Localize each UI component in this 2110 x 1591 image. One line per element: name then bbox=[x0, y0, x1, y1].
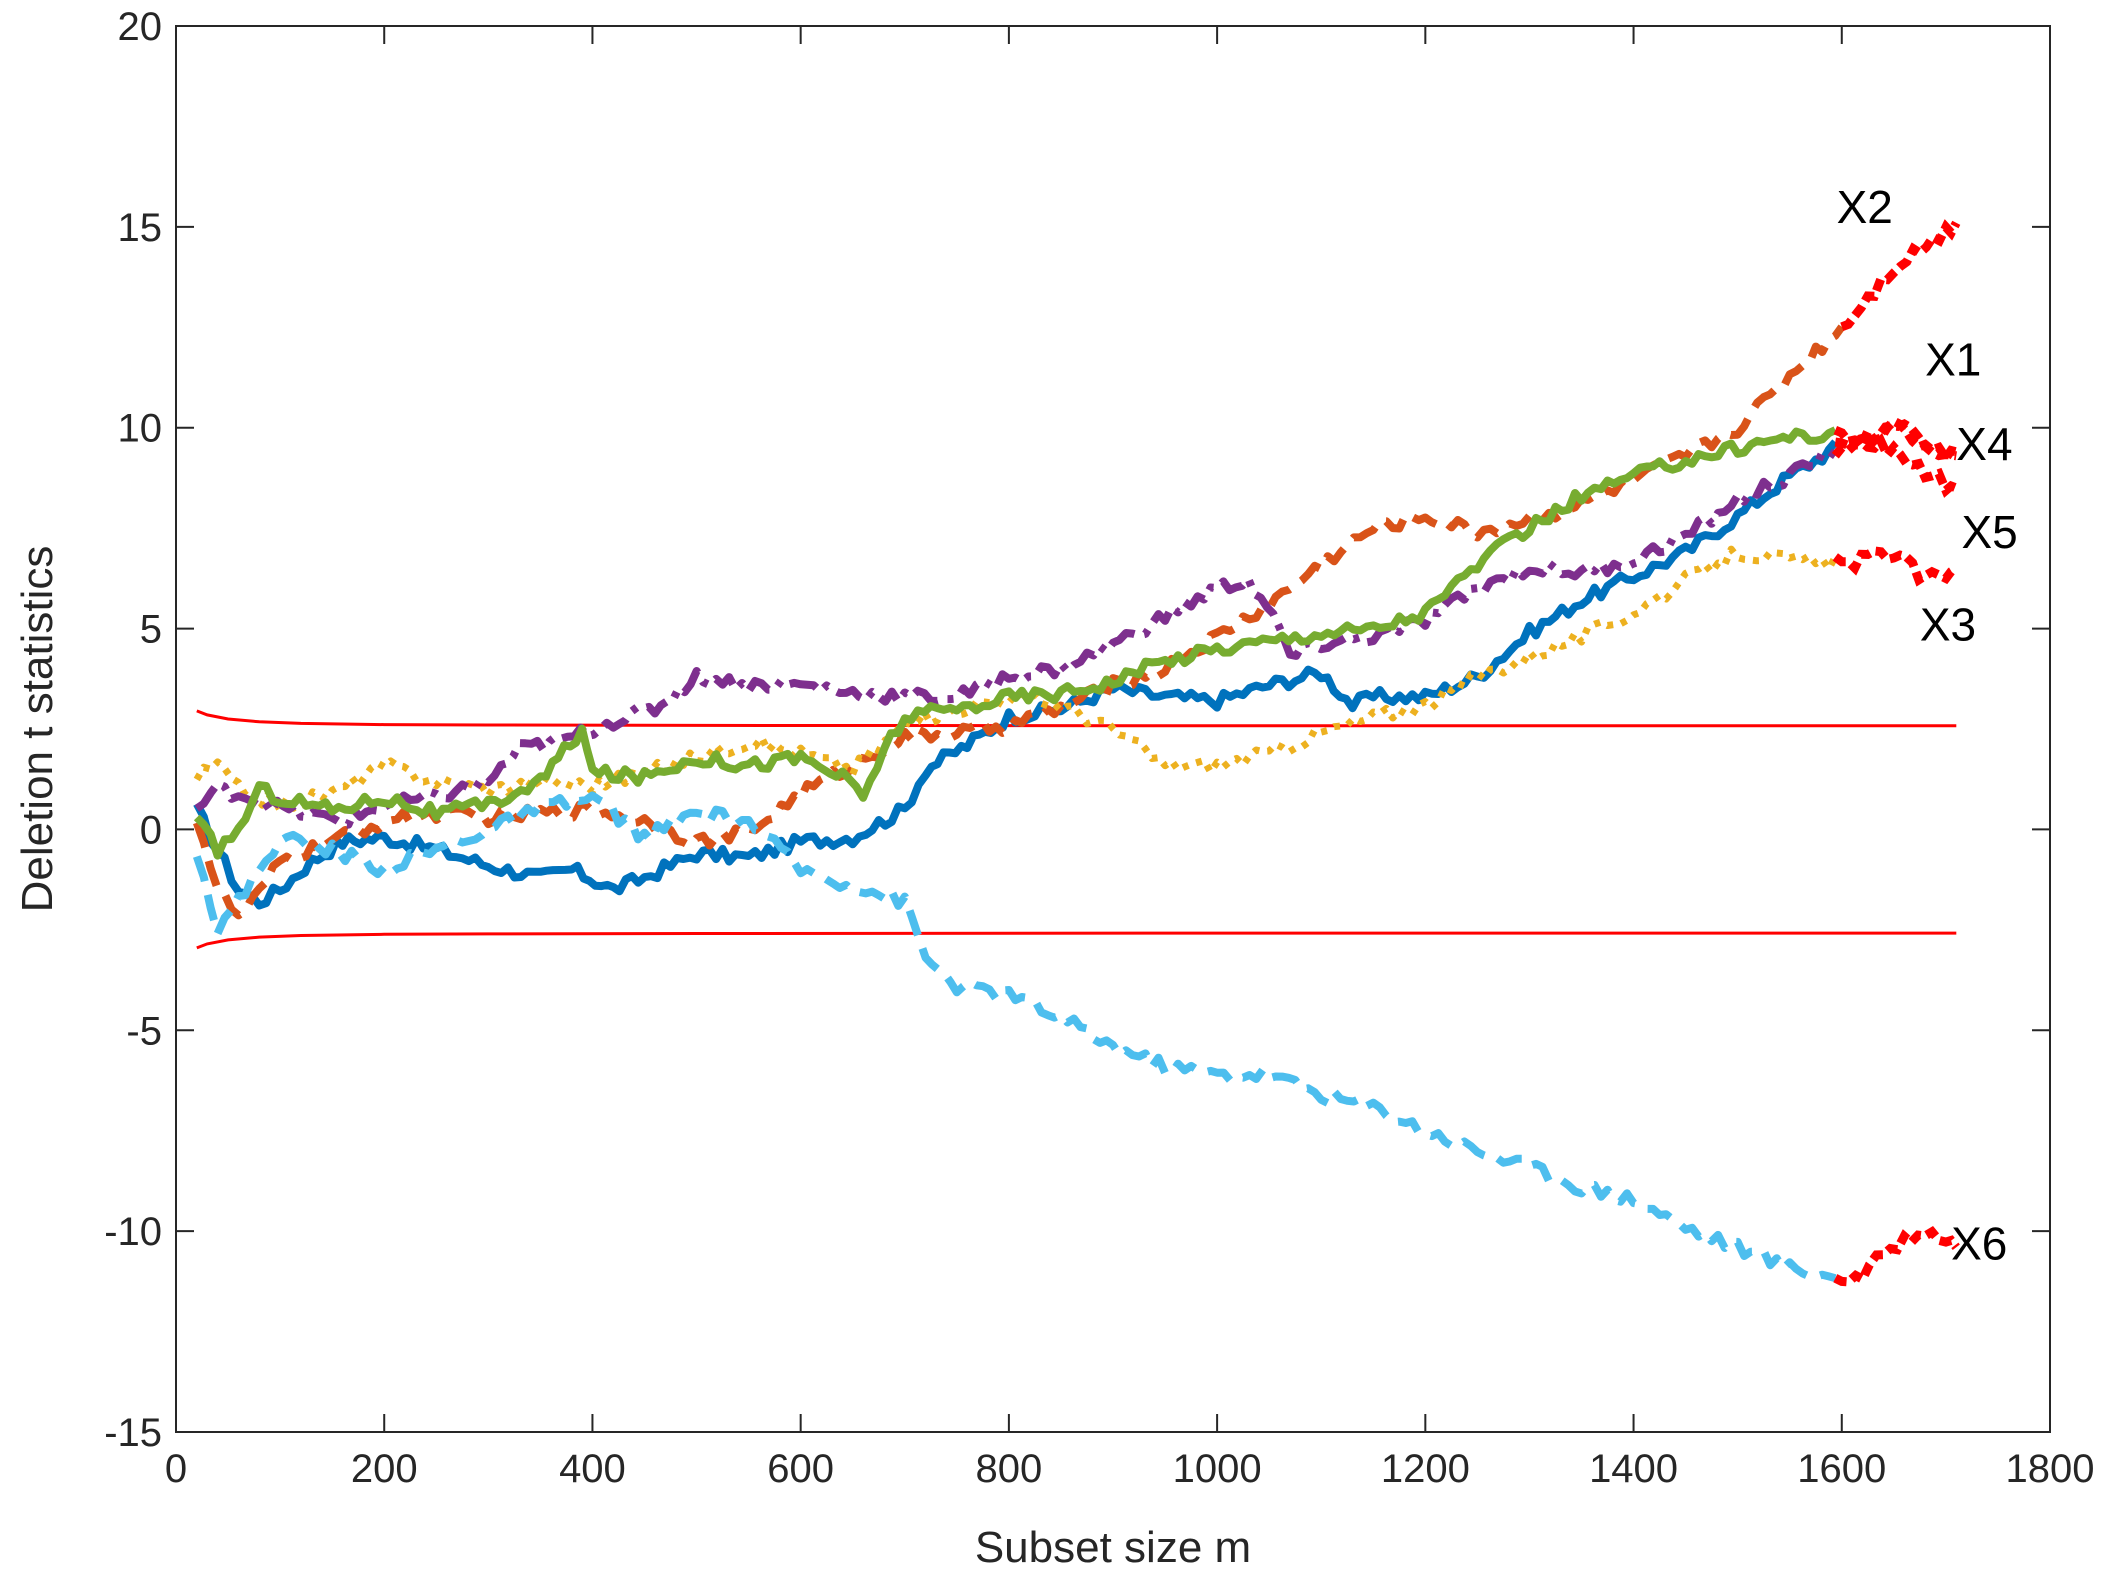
y-axis-label: Deletion t statistics bbox=[13, 546, 62, 913]
series-line-x4 bbox=[194, 447, 1838, 829]
plot-area: X2 X1 X4 X5 X3 X6 bbox=[193, 181, 2018, 1287]
series-line-x6 bbox=[193, 791, 1837, 1283]
y-tick-label: 20 bbox=[118, 5, 163, 49]
x-tick-label: 200 bbox=[351, 1447, 418, 1491]
series-label-x6: X6 bbox=[1951, 1217, 2007, 1269]
series-label-x5: X5 bbox=[1962, 506, 2018, 558]
series-highlight-x3 bbox=[1832, 546, 1959, 587]
x-tick-label: 1800 bbox=[2006, 1447, 2095, 1491]
series-label-x2: X2 bbox=[1837, 181, 1893, 233]
x-tick-label: 1600 bbox=[1797, 1447, 1886, 1491]
y-tick-label: 5 bbox=[140, 608, 162, 652]
series-label-x1: X1 bbox=[1925, 333, 1981, 385]
plot-frame bbox=[175, 25, 2051, 1433]
y-tick-label: -5 bbox=[126, 1009, 162, 1053]
upper-envelope-line bbox=[196, 709, 1957, 728]
lower-envelope-line bbox=[196, 931, 1957, 950]
x-axis-label: Subset size m bbox=[975, 1523, 1251, 1572]
axis-ticks: 0 200 400 600 800 1000 1200 1400 1600 1800-15-10-… bbox=[104, 5, 2094, 1491]
y-tick-label: 10 bbox=[118, 407, 163, 451]
x-tick-label: 1200 bbox=[1381, 1447, 1470, 1491]
x-tick-label: 0 bbox=[165, 1447, 187, 1491]
x-tick-label: 400 bbox=[559, 1447, 626, 1491]
series-label-x3: X3 bbox=[1920, 599, 1976, 651]
x-tick-label: 1400 bbox=[1589, 1447, 1678, 1491]
y-tick-label: -15 bbox=[104, 1411, 162, 1455]
series-line-x1 bbox=[193, 439, 1839, 910]
x-tick-label: 600 bbox=[767, 1447, 834, 1491]
series-line-x5 bbox=[193, 426, 1837, 860]
x-tick-label: 800 bbox=[976, 1447, 1043, 1491]
series-line-x2 bbox=[193, 324, 1846, 920]
x-tick-label: 1000 bbox=[1173, 1447, 1262, 1491]
y-tick-label: 15 bbox=[118, 206, 163, 250]
series-highlight-x6 bbox=[1833, 1226, 1960, 1287]
series-highlight-x2 bbox=[1840, 219, 1961, 332]
series-label-x4: X4 bbox=[1956, 418, 2012, 470]
series-line-x3 bbox=[193, 545, 1839, 814]
y-tick-label: 0 bbox=[140, 808, 162, 852]
y-tick-label: -10 bbox=[104, 1210, 162, 1254]
series-highlight-x5 bbox=[1833, 425, 1958, 498]
